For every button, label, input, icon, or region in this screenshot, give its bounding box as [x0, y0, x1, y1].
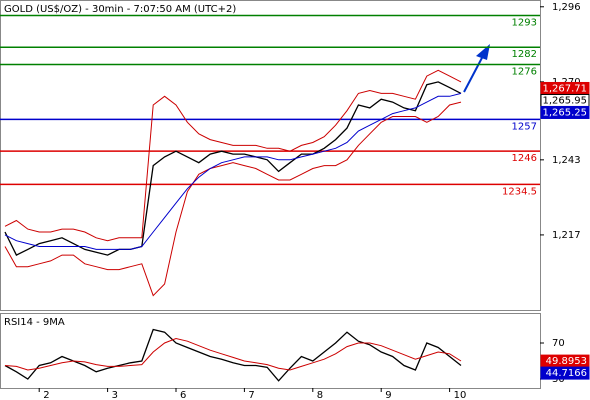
- level-label: 1293: [512, 17, 537, 28]
- y-tick-label: 1,217: [552, 230, 581, 241]
- price-tag-label: 1,265.95: [542, 95, 587, 106]
- rsi-title: RSI14 - 9MA: [4, 317, 65, 328]
- price-tag: [540, 366, 590, 380]
- projection-arrow: [463, 44, 490, 93]
- x-tick-label: 9: [385, 390, 391, 400]
- x-tick-label: 6: [180, 390, 186, 400]
- level-label: 1276: [512, 67, 537, 78]
- level-label: 1257: [512, 121, 537, 132]
- price-tag-label: 49.8953: [546, 356, 587, 367]
- series-line: [4, 81, 462, 256]
- y-tick-label: 1,296: [552, 2, 581, 13]
- level-label: 1282: [512, 49, 537, 60]
- series-line: [4, 337, 462, 371]
- x-tick-label: 2: [43, 390, 49, 400]
- price-tag: [540, 105, 590, 119]
- x-tick-label: 3: [112, 390, 118, 400]
- series-line: [4, 328, 462, 382]
- chart-title: GOLD (US$/OZ) - 30min - 7:07:50 AM (UTC+…: [4, 4, 236, 15]
- level-label: 1246: [512, 153, 537, 164]
- x-tick-label: 8: [317, 390, 323, 400]
- rsi-panel: [0, 313, 541, 389]
- series-line: [4, 69, 462, 242]
- main-panel: [0, 0, 541, 311]
- price-tag-label: 1,265.25: [542, 107, 587, 118]
- series-line: [4, 92, 462, 250]
- level-label: 1234.5: [502, 186, 537, 197]
- y-tick-label: 70: [552, 338, 565, 349]
- y-tick-label: 1,243: [552, 155, 581, 166]
- price-tag-label: 1,267.71: [542, 83, 587, 94]
- series-line: [4, 101, 462, 297]
- x-tick-label: 7: [248, 390, 254, 400]
- price-tag-label: 44.7166: [546, 368, 587, 379]
- x-tick-label: 10: [454, 390, 467, 400]
